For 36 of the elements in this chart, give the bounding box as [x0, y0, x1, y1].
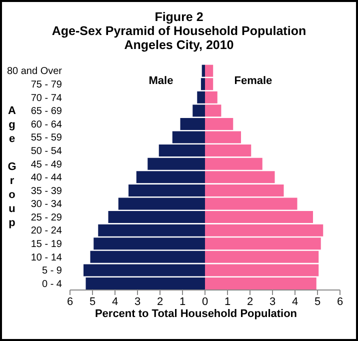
series-label: Female [234, 75, 272, 88]
y-tick-label: 5 - 9 [42, 266, 62, 277]
text: Age Group [8, 104, 16, 229]
x-tick-label: 6 [66, 296, 74, 308]
chart-title: Figure 2 [154, 10, 204, 24]
x-tick-label: 1 [179, 296, 186, 308]
x-tick-label: 3 [269, 296, 276, 308]
chart-subtitle: Age-Sex Pyramid of Household Population Angeles City, 2010 [50, 24, 308, 52]
y-tick-label: 45 - 49 [30, 159, 62, 170]
y-tick-label: 30 - 34 [30, 199, 62, 210]
y-tick-label: 10 - 14 [30, 252, 62, 264]
y-tick-label: 0 - 4 [42, 278, 62, 290]
x-tick-label: 4 [112, 296, 118, 308]
y-tick-label: 70 - 74 [30, 92, 62, 104]
x-tick-label: 3 [134, 296, 141, 308]
y-tick-label: 80 and Over [6, 66, 63, 78]
x-axis-title: Percent to Total Household Population [94, 308, 298, 320]
y-tick-label: 15 - 19 [30, 239, 62, 250]
x-tick-label: 1 [224, 296, 231, 308]
y-tick-label: 60 - 64 [30, 119, 62, 130]
x-tick-label: 0 [202, 296, 208, 308]
y-tick-label: 25 - 29 [30, 212, 62, 224]
y-tick-label: 75 - 79 [30, 79, 62, 90]
x-tick-label: 2 [246, 296, 254, 308]
x-tick-label: 5 [89, 296, 96, 308]
y-tick-label: 35 - 39 [30, 186, 62, 197]
y-tick-label: 55 - 59 [30, 132, 62, 144]
x-tick-label: 5 [314, 296, 321, 308]
y-tick-label: 20 - 24 [30, 226, 62, 237]
y-tick-label: 50 - 54 [30, 146, 62, 157]
y-tick-label: 40 - 44 [30, 172, 62, 184]
x-tick-label: 6 [336, 296, 344, 308]
x-tick-label: 4 [292, 296, 298, 308]
y-tick-label: 65 - 69 [30, 106, 62, 118]
x-tick-label: 2 [156, 296, 164, 308]
text: Male [148, 75, 174, 88]
